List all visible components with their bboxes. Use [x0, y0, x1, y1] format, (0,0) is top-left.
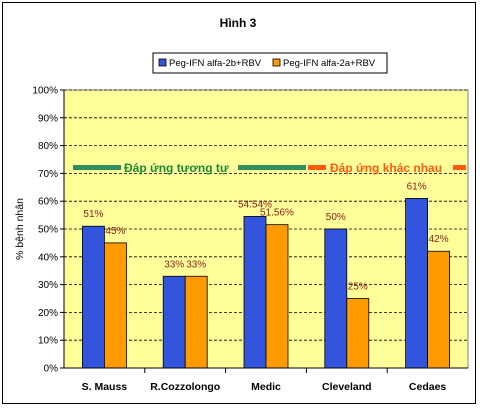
y-tick-label: 60% [38, 197, 58, 208]
legend-swatch-series-2 [272, 58, 281, 67]
data-label: 33% [164, 259, 184, 270]
x-tick-label: S. Mauss [82, 381, 128, 393]
data-label: 54.54% [238, 199, 272, 210]
data-label: 42% [429, 234, 449, 245]
data-label: 25% [348, 282, 368, 293]
y-tick-label: 70% [38, 169, 58, 180]
x-tick-label: Medic [251, 381, 281, 393]
bar-series-1 [82, 225, 105, 369]
bar-series-2 [265, 224, 289, 369]
data-label: 51.56% [260, 208, 294, 219]
y-tick-label: 50% [38, 225, 58, 236]
x-tick-label: Cleveland [322, 381, 372, 393]
data-label: 33% [186, 259, 206, 270]
annotation-text-similar: Đáp ứng tương tự [124, 161, 229, 175]
y-tick-label: 20% [38, 308, 58, 319]
legend-swatch-series-1 [158, 58, 167, 67]
y-tick-label: 80% [38, 141, 58, 152]
chart-frame: Hình 3 Peg-IFN alfa-2b+RBV Peg-IFN alfa-… [2, 2, 476, 404]
data-label: 50% [326, 212, 346, 223]
y-tick-label: 100% [32, 86, 58, 97]
y-tick-label: 10% [38, 336, 58, 347]
bar-series-1 [162, 275, 186, 369]
y-axis-ticks: 0% 10% 20% 30% 40% 50% 60% 70% 80% 90% 100% [32, 86, 64, 375]
data-label: 61% [407, 181, 427, 192]
annotation-line [73, 165, 121, 170]
x-tick-label: R.Cozzolongo [150, 381, 220, 393]
bar-series-1 [324, 228, 348, 369]
bar-series-1 [243, 215, 267, 369]
data-labels: 51%45% 33% 33% 54.54%51.56% 50% 25% 61% 42% [83, 181, 448, 292]
bar-series-2 [427, 250, 451, 369]
data-label: 51% [83, 209, 103, 220]
x-tick-label: Cedaes [409, 381, 447, 393]
bar-series-2 [346, 298, 370, 369]
annotation-line [308, 165, 326, 170]
y-tick-label: 40% [38, 252, 58, 263]
legend: Peg-IFN alfa-2b+RBV Peg-IFN alfa-2a+RBV [152, 52, 388, 74]
annotation-similar: Đáp ứng tương tự [73, 161, 306, 175]
legend-label-series-2: Peg-IFN alfa-2a+RBV [283, 58, 376, 69]
x-axis-ticks: S. Mauss R.Cozzolongo Medic Cleveland Cedaes [82, 368, 447, 393]
data-label: 45% [105, 226, 125, 237]
y-tick-label: 0% [44, 364, 59, 375]
y-tick-label: 30% [38, 280, 58, 291]
y-tick-label: 90% [38, 113, 58, 124]
bar-series-2 [104, 242, 127, 369]
annotation-line [453, 165, 466, 170]
annotation-line [238, 165, 306, 170]
bar-series-2 [184, 275, 208, 369]
y-axis-label: % bệnh nhân [14, 198, 26, 260]
annotation-different: Đáp ứng khác nhau [308, 161, 466, 175]
chart-title: Hình 3 [220, 16, 257, 30]
annotation-text-different: Đáp ứng khác nhau [330, 161, 442, 175]
bar-chart: Hình 3 Peg-IFN alfa-2b+RBV Peg-IFN alfa-… [14, 16, 469, 393]
bar-series-1 [405, 198, 429, 369]
legend-label-series-1: Peg-IFN alfa-2b+RBV [169, 58, 262, 69]
